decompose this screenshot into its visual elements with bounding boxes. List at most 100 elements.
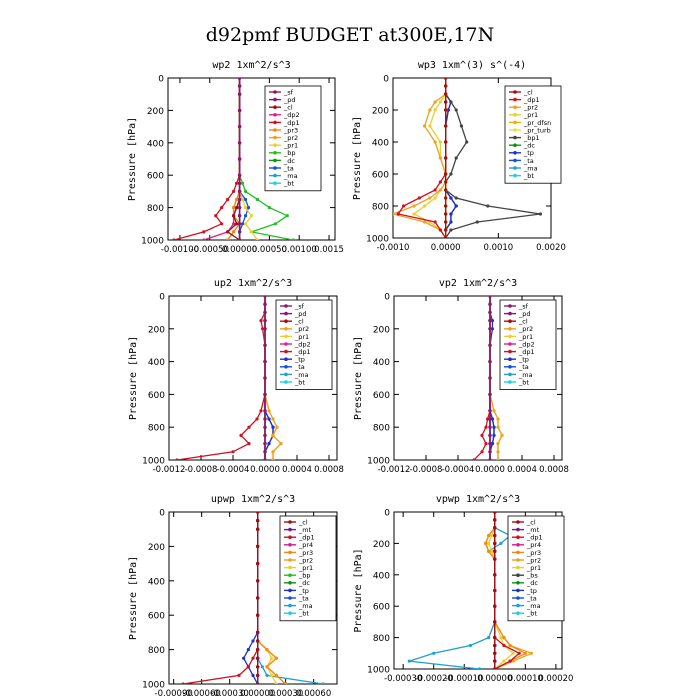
legend-label: _ma [518,371,533,379]
legend-label: _dp1 [526,534,543,542]
legend-label: _bt [526,610,537,618]
y-tick-label: 600 [373,603,390,613]
data-point_cl [256,630,260,635]
x-tick-label: -0.0008 [185,465,218,475]
legend-label: _mt [298,526,312,534]
y-tick-label: 800 [373,424,390,434]
data-point_cl [256,579,260,583]
data-point_dp2 [232,222,236,226]
x-tick-label: -0.00010 [445,674,483,684]
data-point_sf [237,78,242,80]
data-point_dp1 [396,212,400,216]
legend-marker [273,143,277,147]
legend-label: _tp [523,149,534,157]
data-point_cl [493,659,497,663]
data-point_pr3 [487,549,491,553]
legend-marker [513,90,517,94]
data-point_sf [263,360,267,364]
legend-marker [508,349,512,354]
data-point_bp1 [465,140,469,144]
y-tick-label: 800 [372,203,389,213]
data-point_sf [263,376,267,380]
legend-label: _bt [518,378,529,386]
legend-label: _sf [518,302,529,310]
legend-marker [284,380,288,384]
data-point_sf [237,214,242,218]
data-point_ma [499,541,503,546]
legend-label: _ta [294,363,305,371]
data-point_sf [263,319,267,323]
data-point_sf [488,417,492,421]
data-point_ta [243,214,248,218]
legend-label: _tp [526,587,537,595]
data-point_sf [488,296,492,298]
data-point_tp [490,442,494,446]
data-point_dp1 [172,238,176,240]
data-point_sf [488,302,492,306]
legend-marker [288,565,292,570]
data-point_dp1 [234,181,239,185]
legend-marker [273,105,277,109]
series-line_tp [242,512,259,684]
y-tick-label: 1000 [142,457,165,467]
data-point_dp1 [472,458,476,460]
legend-marker [508,365,512,369]
data-point_bp [285,214,289,218]
legend-marker [288,588,292,593]
legend-marker [513,151,517,155]
x-tick-label: 0.0015 [314,245,344,255]
data-point_pr2 [529,651,534,655]
legend-marker [284,311,288,316]
y-tick-label: 0 [159,293,165,303]
y-tick-label: 1000 [367,457,390,467]
data-point_sf [263,458,267,460]
data-point_sf [263,327,267,331]
data-point_cl [493,651,497,655]
legend-marker [516,588,520,593]
data-point_pr3 [234,197,239,202]
data-point_dp1 [508,659,512,663]
data-point_cl [493,512,497,514]
legend-marker [516,565,520,570]
data-point_sf [488,360,492,364]
data-point_sf [237,108,242,112]
data-point_pr1 [249,230,254,234]
data-point_bp [243,189,248,193]
legend-marker [513,105,517,109]
legend-label: _ma [526,602,541,610]
data-point_tp [449,220,453,224]
series-group [407,512,534,669]
legend-label: _dp1 [294,348,311,356]
data-point_pr2 [267,409,271,413]
legend-marker [284,365,288,369]
data-point_pr1 [270,656,274,660]
legend-marker [513,113,517,117]
y-axis-label: Pressure [hPa] [352,116,363,200]
data-point_cl [493,588,497,593]
data-point_sf [263,310,267,314]
data-point_pr1 [487,541,491,546]
data-point_cl [493,526,497,530]
data-point_sf [237,181,242,185]
legend-label: _dp1 [283,119,300,127]
y-tick-label: 400 [148,358,165,368]
data-point_pr2 [271,417,275,421]
data-point_dp1 [484,442,488,446]
y-tick-label: 0 [384,509,390,519]
data-point_dp1 [484,425,488,429]
data-point_tp [449,212,453,216]
data-point_pr2 [496,442,500,446]
data-point_bp [291,238,295,240]
legend-marker [288,535,292,539]
data-point_dp1 [433,220,437,224]
legend-marker [516,550,520,555]
x-tick-label: 0.0008 [539,465,569,475]
data-point_pr2 [438,188,442,192]
legend-label: _pr_turb [523,126,551,134]
legend-marker [513,173,517,178]
y-tick-label: 1000 [142,681,165,691]
panel-title: vpwp 1xm^2/s^3 [436,494,520,505]
data-point_pr1 [274,682,278,684]
legend-marker [516,543,520,547]
legend-label: _sf [294,302,305,310]
